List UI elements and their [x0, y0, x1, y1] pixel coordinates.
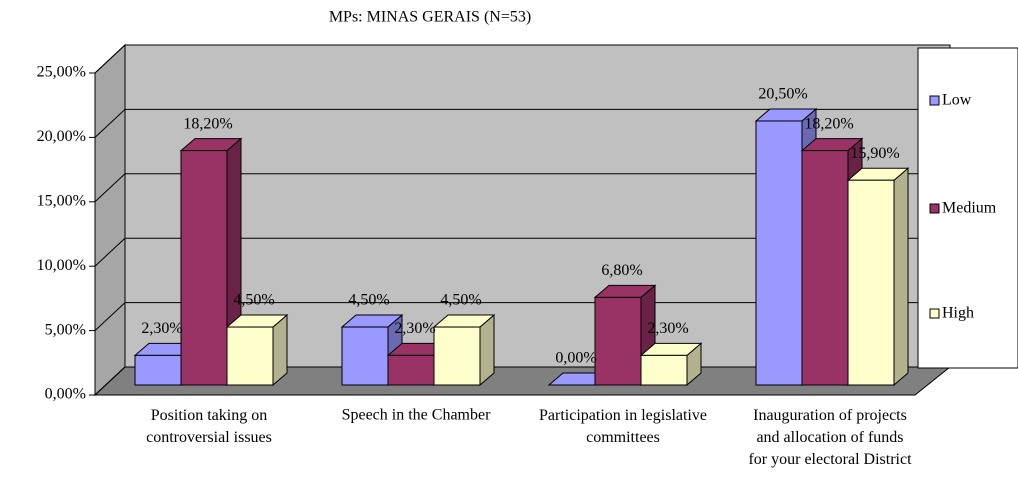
bar-front [433, 326, 481, 386]
legend-label: Low [942, 92, 972, 109]
bar-front [180, 150, 228, 386]
grid-line [94, 173, 950, 203]
grid-line [94, 302, 950, 331]
side-wall [94, 43, 126, 397]
bar-front [341, 326, 389, 386]
value-label: 2,30% [141, 320, 182, 337]
bar-front [387, 354, 435, 386]
plot [94, 44, 950, 396]
value-label: 15,90% [850, 145, 899, 162]
value-label: 4,50% [233, 292, 274, 309]
bar-front [755, 120, 803, 386]
bar-front [226, 326, 274, 386]
value-label: 18,20% [804, 115, 853, 132]
legend-entries: Low Medium High [929, 92, 997, 322]
bar-front [134, 354, 182, 386]
bar [639, 342, 703, 387]
y-tick-label: 25,00% [37, 64, 86, 81]
bar [846, 167, 910, 387]
bar [340, 313, 404, 387]
bar [225, 313, 289, 387]
y-tick-label: 20,00% [37, 128, 86, 145]
value-label: 4,50% [440, 292, 481, 309]
grid-line [94, 237, 950, 267]
legend-swatch [929, 203, 940, 214]
y-tick-label: 0,00% [45, 386, 86, 403]
legend-swatch [929, 95, 940, 106]
bar-front [640, 354, 688, 386]
value-label: 2,30% [394, 320, 435, 337]
x-tick-label: Participation in legislative committees [539, 407, 707, 446]
bar-front [801, 150, 849, 386]
chart-title: MPs: MINAS GERAIS (N=53) [329, 9, 531, 26]
value-label: 18,20% [183, 115, 232, 132]
grid-line [94, 44, 950, 74]
value-label: 4,50% [348, 292, 389, 309]
bar [432, 313, 496, 387]
value-label: 0,00% [555, 350, 596, 367]
bar-front [594, 296, 642, 386]
bar-side-shade [687, 343, 701, 385]
value-label: 20,50% [758, 86, 807, 103]
x-tick-label: Inauguration of projects and allocation o… [748, 407, 912, 468]
bar-side-shade [480, 315, 494, 385]
y-tick-label: 15,00% [37, 192, 86, 209]
grid-line [94, 108, 950, 138]
bar-side-shade [273, 315, 287, 385]
bar [179, 137, 243, 387]
y-tick-label: 10,00% [37, 257, 86, 274]
x-tick-label: Speech in the Chamber [342, 407, 492, 424]
value-label: 6,80% [601, 262, 642, 279]
bar-front [847, 179, 895, 386]
y-tick-label: 5,00% [45, 321, 86, 338]
legend-swatch [929, 308, 940, 319]
x-tick-label: Position taking on controversial issues [146, 407, 272, 446]
legend-label: Medium [942, 200, 997, 217]
legend-label: High [942, 305, 974, 322]
value-label: 2,30% [647, 320, 688, 337]
bar-side-shade [894, 168, 908, 385]
